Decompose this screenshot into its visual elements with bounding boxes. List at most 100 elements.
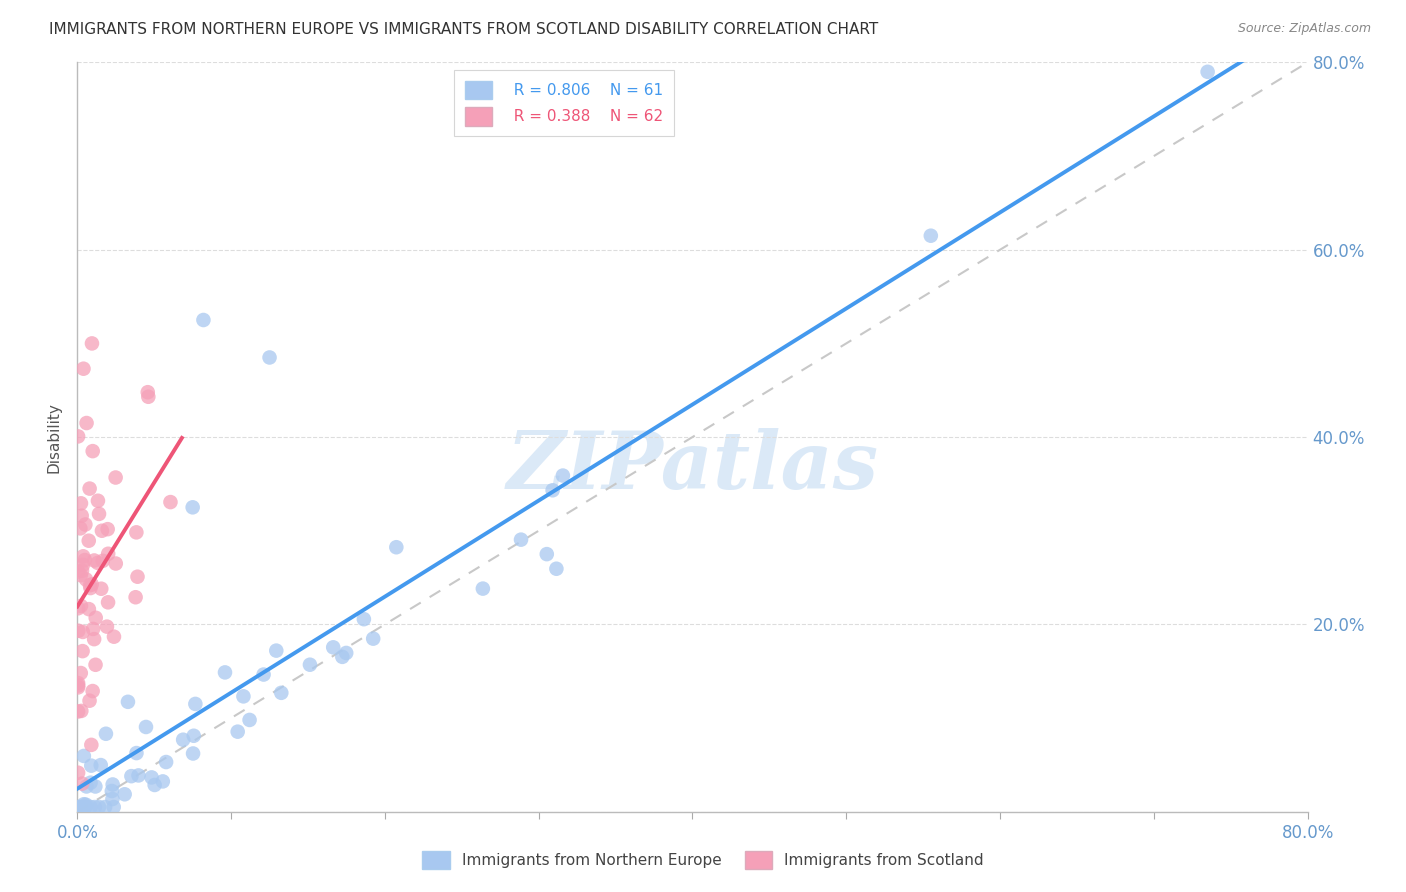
Point [510, 533, 533, 547]
Text: Source: ZipAtlas.com: Source: ZipAtlas.com [1237, 22, 1371, 36]
Point [266, 643, 288, 657]
Point [75, 800, 97, 814]
Point [67, 765, 90, 780]
Point [79, 775, 101, 789]
Point [270, 686, 292, 700]
Point [75, 573, 97, 587]
Point [1197, 64, 1219, 78]
Point [551, 468, 574, 483]
Point [181, 500, 204, 515]
Point [67, 601, 90, 615]
Point [79, 581, 101, 595]
Point [104, 557, 127, 571]
Point [72, 558, 94, 572]
Point [90, 758, 112, 772]
Point [80, 738, 103, 752]
Point [135, 720, 157, 734]
Point [87, 493, 110, 508]
Point [67, 676, 90, 690]
Point [72, 800, 94, 814]
Point [125, 525, 148, 540]
Point [90, 582, 112, 596]
Point [84, 657, 107, 672]
Point [101, 784, 124, 798]
Point [471, 582, 494, 596]
Point [77, 602, 100, 616]
Point [72, 549, 94, 564]
Point [920, 228, 942, 243]
Point [330, 649, 353, 664]
Point [136, 390, 159, 404]
Point [79, 482, 101, 496]
Legend:   R = 0.806    N = 61,   R = 0.388    N = 62: R = 0.806 N = 61, R = 0.388 N = 62 [454, 70, 675, 136]
Point [214, 665, 236, 680]
Point [259, 351, 281, 365]
Point [252, 667, 274, 681]
Point [546, 562, 568, 576]
Y-axis label: Disability: Disability [46, 401, 62, 473]
Point [70, 508, 93, 523]
Point [77, 533, 100, 548]
Point [69, 800, 91, 814]
Point [120, 769, 142, 783]
Point [80, 336, 103, 351]
Point [70, 704, 93, 718]
Point [67, 429, 90, 443]
Point [298, 657, 321, 672]
Point [181, 747, 204, 761]
Point [152, 774, 174, 789]
Point [67, 681, 90, 695]
Point [87, 507, 110, 521]
Text: IMMIGRANTS FROM NORTHERN EUROPE VS IMMIGRANTS FROM SCOTLAND DISABILITY CORRELATI: IMMIGRANTS FROM NORTHERN EUROPE VS IMMIG… [49, 22, 879, 37]
Point [96, 619, 118, 633]
Point [136, 385, 159, 400]
Point [385, 540, 408, 554]
Point [353, 612, 375, 626]
Point [94, 727, 117, 741]
Point [84, 780, 107, 794]
Point [80, 758, 103, 772]
Point [184, 697, 207, 711]
Point [159, 495, 181, 509]
Point [114, 787, 136, 801]
Point [94, 800, 117, 814]
Point [335, 646, 357, 660]
Point [67, 678, 90, 692]
Point [83, 553, 105, 567]
Point [183, 729, 205, 743]
Point [72, 624, 94, 639]
Point [73, 800, 96, 814]
Point [541, 483, 564, 498]
Text: ZIPatlas: ZIPatlas [506, 428, 879, 506]
Point [155, 755, 177, 769]
Point [87, 800, 110, 814]
Point [125, 746, 148, 760]
Point [79, 800, 101, 814]
Point [226, 724, 249, 739]
Point [70, 599, 93, 613]
Point [80, 577, 103, 591]
Point [143, 778, 166, 792]
Point [69, 568, 91, 582]
Point [101, 792, 124, 806]
Point [103, 800, 125, 814]
Point [83, 632, 105, 647]
Point [83, 800, 105, 814]
Point [82, 684, 104, 698]
Point [76, 416, 98, 430]
Point [536, 547, 558, 561]
Point [172, 732, 194, 747]
Point [232, 690, 254, 704]
Point [69, 666, 91, 681]
Point [97, 595, 120, 609]
Legend: Immigrants from Northern Europe, Immigrants from Scotland: Immigrants from Northern Europe, Immigra… [416, 845, 990, 875]
Point [67, 624, 90, 638]
Point [67, 565, 90, 579]
Point [79, 578, 101, 592]
Point [75, 517, 97, 532]
Point [72, 644, 94, 658]
Point [193, 313, 215, 327]
Point [97, 547, 120, 561]
Point [141, 771, 163, 785]
Point [67, 705, 90, 719]
